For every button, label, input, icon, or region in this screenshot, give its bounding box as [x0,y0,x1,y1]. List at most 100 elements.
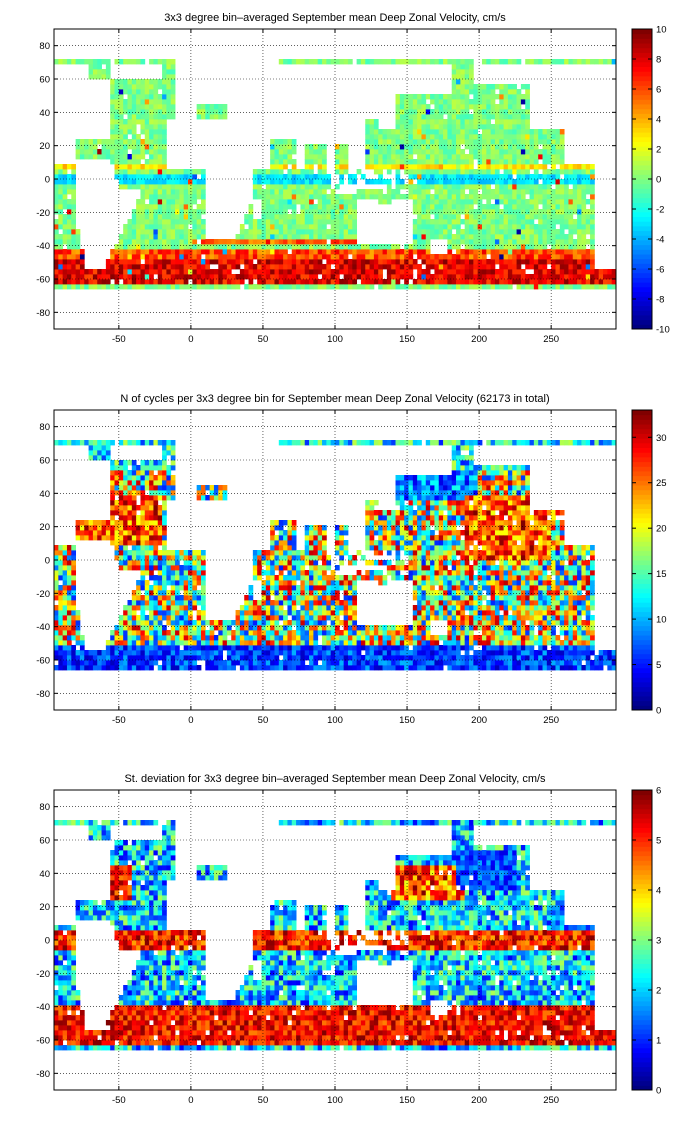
heatmap-cell [581,204,587,210]
heatmap-cell [425,204,431,210]
heatmap-cell [170,485,176,491]
heatmap-cell [88,655,94,661]
heatmap-cell [283,59,288,65]
heatmap-cell [183,254,189,260]
heatmap-cell [507,84,513,90]
heatmap-cell [542,274,548,280]
heatmap-cell [555,264,561,270]
heatmap-cell [179,279,185,285]
heatmap-cell [196,264,202,270]
heatmap-cell [261,650,267,656]
heatmap-cell [551,144,556,150]
heatmap-cell [66,229,72,235]
heatmap-cell [395,164,401,170]
heatmap-cell [291,274,297,280]
heatmap-cell [568,224,574,230]
heatmap-cell [326,269,332,275]
heatmap-cell [564,179,569,185]
heatmap-cell [391,264,396,270]
heatmap-cell [525,274,530,280]
heatmap-cell [54,219,59,225]
heatmap-cell [140,545,146,551]
heatmap-cell [205,254,211,260]
heatmap-cell [162,124,167,130]
heatmap-cell [175,650,180,656]
heatmap-cell [486,274,492,280]
heatmap-cell [188,214,193,220]
heatmap-cell [101,269,107,275]
heatmap-cell [265,585,271,591]
heatmap-cell [404,129,409,135]
heatmap-cell [175,264,180,270]
heatmap-cell [157,99,163,105]
heatmap-cell [101,74,107,80]
heatmap-cell [105,445,111,451]
heatmap-cell [335,254,340,260]
heatmap-cell [274,224,280,230]
heatmap-cell [162,74,167,80]
heatmap-cell [395,189,401,195]
heatmap-cell [261,254,267,260]
heatmap-cell [369,179,375,185]
heatmap-cell [481,219,487,225]
heatmap-cell [58,264,64,270]
heatmap-cell [257,600,262,606]
heatmap-cell [157,480,163,486]
heatmap-cell [291,254,297,260]
heatmap-cell [382,179,388,185]
heatmap-cell [118,565,124,571]
heatmap-cell [309,164,314,170]
heatmap-cell [572,274,578,280]
heatmap-cell [218,495,223,501]
heatmap-cell [205,660,211,666]
heatmap-cell [71,164,77,170]
heatmap-cell [192,249,198,255]
heatmap-cell [140,149,146,155]
heatmap-cell [166,194,172,200]
heatmap-cell [252,560,258,566]
colorbar-tick-label: -10 [656,325,670,336]
heatmap-cell [149,204,154,210]
heatmap-cell [373,59,379,65]
heatmap-cell [469,204,474,210]
heatmap-cell [257,570,262,576]
heatmap-cell [218,109,223,115]
heatmap-cell [244,249,249,255]
heatmap-cell [209,259,215,265]
heatmap-cell [153,219,159,225]
heatmap-cell [287,525,293,531]
heatmap-cell [460,164,466,170]
heatmap-cell [265,204,271,210]
heatmap-cell [335,284,340,290]
heatmap-cell [425,94,431,100]
heatmap-cell [581,264,587,270]
heatmap-cell [481,129,487,135]
heatmap-cell [391,269,396,275]
heatmap-cell [469,244,474,250]
heatmap-cell [162,485,167,491]
heatmap-cell [157,645,163,651]
heatmap-cell [105,139,111,145]
heatmap-cell [131,665,137,671]
heatmap-cell [149,470,154,476]
heatmap-cell [417,139,422,145]
heatmap-cell [304,224,310,230]
heatmap-cell [110,84,115,90]
heatmap-cell [499,119,504,125]
heatmap-cell [248,274,254,280]
heatmap-cell [209,249,215,255]
heatmap-cell [399,99,405,105]
heatmap-cell [296,259,301,265]
heatmap-cell [110,114,115,120]
heatmap-cell [110,129,115,135]
heatmap-cell [486,124,492,130]
heatmap-cell [127,119,133,125]
heatmap-cell [192,169,198,175]
heatmap-cell [343,204,349,210]
heatmap-cell [66,199,72,205]
heatmap-cell [153,530,159,536]
heatmap-cell [88,520,94,526]
heatmap-cell [188,184,193,190]
heatmap-cell [140,655,146,661]
heatmap-cell [378,264,383,270]
